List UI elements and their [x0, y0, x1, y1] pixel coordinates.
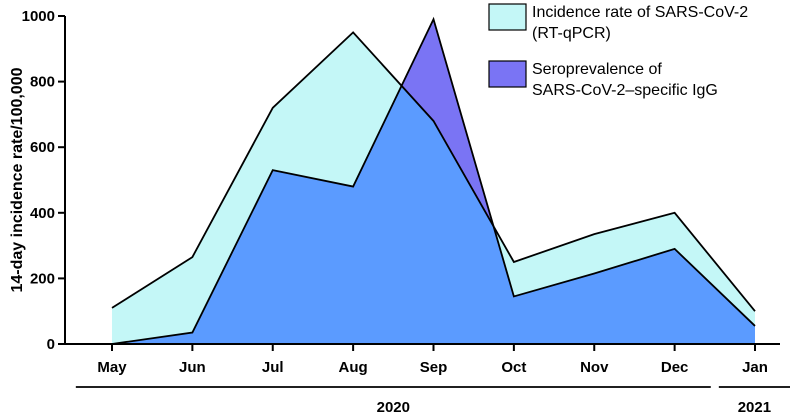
x-tick-label: Dec: [661, 359, 689, 376]
x-tick-label: Jul: [262, 359, 284, 376]
line-seroprevalence: [111, 16, 756, 345]
x-tick-label: Jan: [742, 359, 768, 376]
y-tick-label: 200: [30, 270, 55, 287]
legend-swatch: [488, 3, 527, 31]
legend: Incidence rate of SARS-CoV-2 (RT-qPCR) Ser…: [488, 3, 748, 99]
x-tick-label: Nov: [580, 359, 609, 376]
legend-label: (RT-qPCR): [532, 25, 611, 42]
y-tick-label: 600: [30, 139, 55, 156]
axes: 0 200 400 600 800 1000 May Jun Jul Aug Sep Oct Nov De…: [22, 8, 790, 416]
area-overlap: [112, 32, 755, 344]
legend-label: SARS-CoV-2–specific IgG: [532, 82, 718, 99]
y-tick-label: 400: [30, 205, 55, 222]
legend-label: Incidence rate of SARS-CoV-2: [532, 4, 748, 21]
x-tick-label: May: [97, 359, 127, 376]
legend-label: Seroprevalence of: [532, 61, 662, 78]
y-axis-title: 14-day incidence rate/100,000: [9, 67, 26, 292]
year-label: 2021: [738, 399, 771, 416]
y-tick-label: 800: [30, 74, 55, 91]
x-tick-label: Jun: [179, 359, 206, 376]
legend-swatch: [488, 60, 527, 88]
year-label: 2020: [377, 399, 410, 416]
x-tick-label: Aug: [339, 359, 368, 376]
line-incidence: [111, 31, 756, 312]
x-tick-label: Oct: [501, 359, 526, 376]
chart-areas: [111, 16, 756, 345]
x-tick-label: Sep: [420, 359, 448, 376]
y-tick-label: 1000: [22, 8, 55, 25]
y-tick-label: 0: [47, 336, 55, 353]
